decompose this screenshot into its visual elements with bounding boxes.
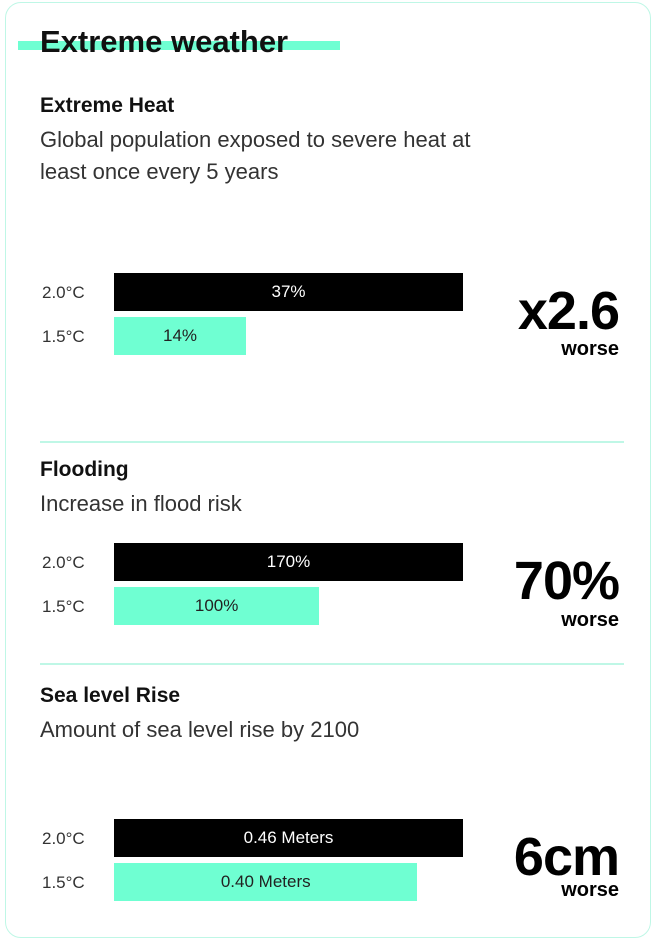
title-highlight: [18, 41, 340, 50]
value-label: 0.40 Meters: [220, 872, 311, 891]
category-label: 2.0°C: [42, 829, 85, 848]
annotation: 6cm: [513, 827, 620, 887]
divider: [40, 663, 624, 665]
chart-title: Extreme Heat: [40, 94, 175, 117]
chart-title: Flooding: [40, 458, 129, 481]
card: [5, 2, 651, 938]
category-label: 1.5°C: [42, 873, 85, 892]
chart-subtitle: Global population exposed to severe heat…: [40, 127, 471, 184]
chart-title: Sea level Rise: [40, 684, 181, 707]
category-label: 1.5°C: [42, 327, 85, 346]
value-label: 14%: [163, 326, 198, 345]
category-label: 1.5°C: [42, 597, 85, 616]
annotation: x2.6: [517, 281, 620, 341]
bar: 14%: [114, 317, 247, 355]
annotation: 70%: [513, 551, 620, 611]
chart-subtitle: Amount of sea level rise by 2100: [40, 717, 360, 742]
category-label: 2.0°C: [42, 283, 85, 302]
value-label: 170%: [266, 552, 311, 571]
chart-subtitle: Increase in flood risk: [40, 491, 242, 516]
category-label: 2.0°C: [42, 553, 85, 572]
value-label: 37%: [271, 282, 306, 301]
divider: [40, 441, 624, 443]
bar: 0.46 Meters: [114, 819, 463, 857]
annotation-note: worse: [561, 609, 619, 631]
annotation-note: worse: [561, 879, 619, 901]
value-label: 100%: [194, 596, 239, 615]
bar: 170%: [114, 543, 463, 581]
bar: 37%: [114, 273, 463, 311]
value-label: 0.46 Meters: [243, 828, 334, 847]
annotation-note: worse: [561, 338, 619, 360]
page-title: Extreme weather: [40, 24, 289, 59]
bar: 100%: [114, 587, 320, 625]
bar: 0.40 Meters: [114, 863, 418, 901]
